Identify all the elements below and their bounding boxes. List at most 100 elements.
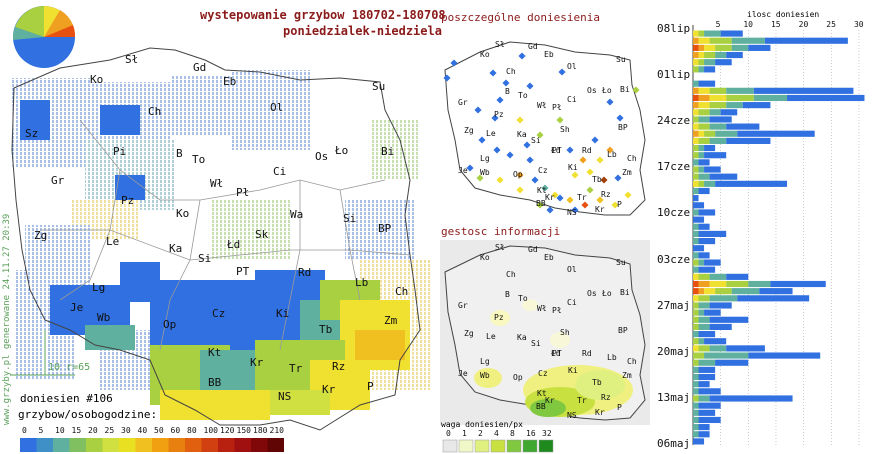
chart-bar-segment bbox=[698, 388, 721, 395]
scale-swatch bbox=[135, 438, 152, 452]
chart-bar-segment bbox=[787, 94, 865, 102]
chart-bar-segment bbox=[709, 295, 738, 302]
chart-bar-segment bbox=[698, 302, 710, 309]
report-dot bbox=[474, 106, 482, 114]
city-label: Su bbox=[372, 80, 386, 93]
density-city-label: Bi bbox=[620, 288, 630, 297]
small-city-label: Ci bbox=[567, 95, 577, 104]
density-swatch bbox=[474, 439, 490, 453]
chart-bar-segment bbox=[693, 273, 699, 280]
chart-bar-segment bbox=[693, 238, 699, 245]
chart-bar-segment bbox=[693, 431, 699, 438]
chart-bar-segment bbox=[693, 30, 699, 37]
report-dot bbox=[571, 171, 579, 179]
report-dot bbox=[516, 186, 524, 194]
report-dot bbox=[523, 141, 531, 149]
chart-bar-segment bbox=[698, 51, 705, 59]
small-city-label: Rz bbox=[601, 190, 611, 199]
chart-bar-segment bbox=[693, 388, 699, 395]
chart-bar-segment bbox=[704, 166, 721, 173]
report-dot bbox=[516, 116, 524, 124]
chart-tick-label: 10 bbox=[743, 20, 753, 29]
report-dot bbox=[496, 96, 504, 104]
chart-bar-segment bbox=[693, 223, 699, 230]
density-city-label: To bbox=[518, 294, 528, 303]
scale-swatch bbox=[201, 438, 218, 452]
chart-bar-segment bbox=[698, 159, 710, 166]
density-swatch bbox=[522, 439, 538, 453]
city-label: Ki bbox=[276, 307, 290, 320]
density-city-label: Pł bbox=[552, 306, 562, 315]
density-city-label: Ki bbox=[568, 366, 578, 375]
chart-bar-segment bbox=[715, 44, 732, 51]
chart-bar-segment bbox=[698, 395, 710, 402]
density-city-label: Ło bbox=[602, 289, 612, 298]
report-count: doniesien #106 bbox=[20, 392, 113, 405]
scale-value: 210 bbox=[269, 426, 284, 435]
chart-bar-segment bbox=[693, 381, 699, 388]
map-title: wystepowanie grzybow 180702-180708 bbox=[200, 8, 446, 22]
density-city-label: Op bbox=[513, 373, 523, 382]
report-dot bbox=[536, 131, 544, 139]
density-city-label: Sh bbox=[560, 328, 570, 337]
small-city-label: Gd bbox=[528, 42, 538, 51]
generation-credit: www.grzyby.pl generowane 24.11.27 20:39 bbox=[2, 213, 12, 425]
chart-bar-segment bbox=[709, 302, 732, 309]
city-label: To bbox=[192, 153, 206, 166]
city-label: B bbox=[176, 147, 183, 160]
chart-bar-segment bbox=[698, 223, 710, 230]
chart-bar-segment bbox=[693, 295, 699, 302]
density-swatch bbox=[442, 439, 458, 453]
chart-bar-segment bbox=[693, 331, 699, 338]
density-legend-value: 1 bbox=[462, 429, 467, 438]
density-city-label: Su bbox=[616, 258, 626, 267]
scale-value: 5 bbox=[38, 426, 44, 435]
pie-indicator bbox=[12, 6, 76, 68]
chart-bar-segment bbox=[693, 180, 699, 187]
city-label: Ko bbox=[176, 207, 190, 220]
report-dot bbox=[536, 201, 544, 209]
chart-bar-segment bbox=[693, 280, 699, 288]
city-label: BB bbox=[208, 376, 222, 389]
small-city-label: B bbox=[505, 87, 510, 96]
chart-bar-segment bbox=[693, 309, 699, 316]
chart-bar-segment bbox=[698, 295, 710, 302]
chart-bar-segment bbox=[748, 352, 821, 359]
chart-bar-segment bbox=[693, 259, 699, 266]
report-dot bbox=[531, 176, 539, 184]
report-dot bbox=[586, 186, 594, 194]
chart-bar-segment bbox=[770, 280, 826, 288]
density-city-label: Cz bbox=[538, 369, 548, 378]
report-dot bbox=[632, 86, 640, 94]
density-city-label: Ci bbox=[567, 298, 577, 307]
chart-bar-segment bbox=[709, 137, 727, 144]
small-city-label: Sł bbox=[495, 40, 505, 49]
chart-bar-segment bbox=[698, 409, 716, 416]
chart-bar-segment bbox=[704, 309, 721, 316]
chart-bar-segment bbox=[698, 359, 716, 366]
chart-bar-segment bbox=[709, 173, 738, 180]
city-label: Rd bbox=[298, 266, 312, 279]
city-label: Zg bbox=[34, 229, 48, 242]
chart-bar-segment bbox=[698, 59, 705, 66]
chart-bar-segment bbox=[737, 295, 810, 302]
small-city-label: P bbox=[617, 200, 622, 209]
chart-bar-segment bbox=[693, 359, 699, 366]
chart-bar-segment bbox=[698, 152, 705, 159]
chart-bar-segment bbox=[693, 416, 699, 424]
density-city-label: Kt bbox=[537, 389, 547, 398]
chart-bar-segment bbox=[759, 288, 793, 295]
city-label: Lg bbox=[92, 281, 106, 294]
chart-bar-segment bbox=[698, 280, 710, 288]
small-city-label: Lb bbox=[607, 150, 617, 159]
small-city-label: Ka bbox=[517, 130, 527, 139]
chart-bar-segment bbox=[704, 152, 727, 159]
chart-bar-segment bbox=[698, 123, 710, 130]
chart-bar-segment bbox=[698, 331, 716, 338]
chart-bar-segment bbox=[704, 288, 716, 295]
small-city-label: Ło bbox=[602, 86, 612, 95]
chart-bar-segment bbox=[698, 309, 705, 316]
scale-value: 120 bbox=[220, 426, 235, 435]
chart-bar-segment bbox=[693, 137, 699, 144]
report-dot bbox=[556, 194, 564, 202]
